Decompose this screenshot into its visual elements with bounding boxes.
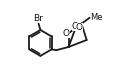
Text: O: O [63, 29, 70, 38]
Text: O: O [72, 22, 79, 31]
Text: Me: Me [90, 13, 102, 22]
Text: O: O [76, 22, 83, 32]
Text: Br: Br [34, 14, 44, 23]
